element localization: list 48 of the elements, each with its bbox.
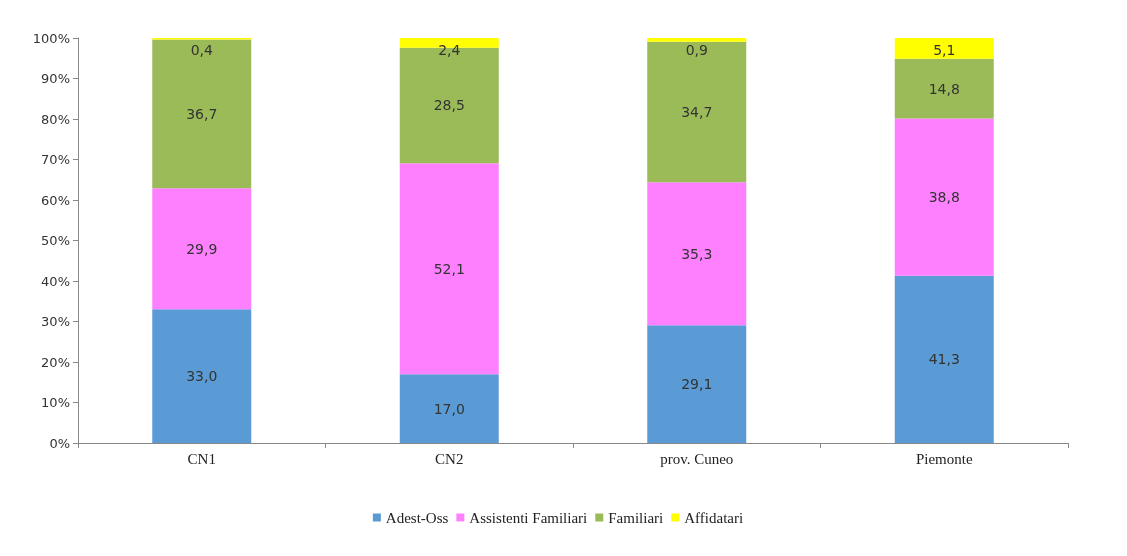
data-label: 0,9 <box>685 42 708 58</box>
bar <box>152 309 252 443</box>
legend-label: Adest-Oss <box>385 509 449 526</box>
bar <box>894 275 994 443</box>
bar <box>894 58 994 119</box>
data-label: 38,8 <box>928 189 960 206</box>
y-tick-label: 20% <box>41 354 70 370</box>
bar <box>152 188 252 310</box>
data-label: 28,5 <box>433 97 465 114</box>
bar <box>647 38 747 42</box>
data-label: 33,0 <box>186 368 218 385</box>
data-label: 17,0 <box>433 400 465 417</box>
data-label: 35,3 <box>681 245 713 262</box>
y-tick-label: 80% <box>41 111 70 127</box>
x-tick-label: prov. Cuneo <box>660 450 734 467</box>
bar <box>647 325 747 443</box>
bar <box>647 41 747 183</box>
bar <box>399 374 499 443</box>
data-label: 36,7 <box>186 105 218 122</box>
data-label: 5,1 <box>933 42 956 58</box>
legend-label: Affidatari <box>684 509 744 526</box>
y-tick-label: 100% <box>32 30 70 46</box>
data-label: 41,3 <box>928 351 960 368</box>
data-label: 0,4 <box>190 42 213 58</box>
data-label: 29,9 <box>186 240 218 257</box>
y-tick-label: 90% <box>41 71 70 86</box>
y-tick-label: 70% <box>41 152 70 167</box>
x-tick-label: CN2 <box>435 450 464 467</box>
bar <box>399 163 499 375</box>
legend-label: Familiari <box>608 509 664 526</box>
y-tick-label: 0% <box>49 435 70 451</box>
bar <box>894 118 994 276</box>
x-tick-label: CN1 <box>187 450 216 467</box>
data-label: 29,1 <box>681 376 713 393</box>
data-label: 34,7 <box>681 103 713 120</box>
legend-label: Assistenti Familiari <box>469 509 588 526</box>
bar <box>894 38 994 59</box>
y-tick-label: 40% <box>41 273 70 289</box>
bar <box>152 39 252 189</box>
y-tick-label: 50% <box>41 233 70 248</box>
y-tick-label: 60% <box>41 192 70 208</box>
x-tick-label: Piemonte <box>915 450 973 467</box>
bar <box>647 182 747 326</box>
bar <box>399 47 499 164</box>
data-label: 52,1 <box>433 260 465 277</box>
y-tick-label: 30% <box>41 314 70 329</box>
data-label: 14,8 <box>928 80 960 97</box>
y-tick-label: 10% <box>41 395 70 410</box>
